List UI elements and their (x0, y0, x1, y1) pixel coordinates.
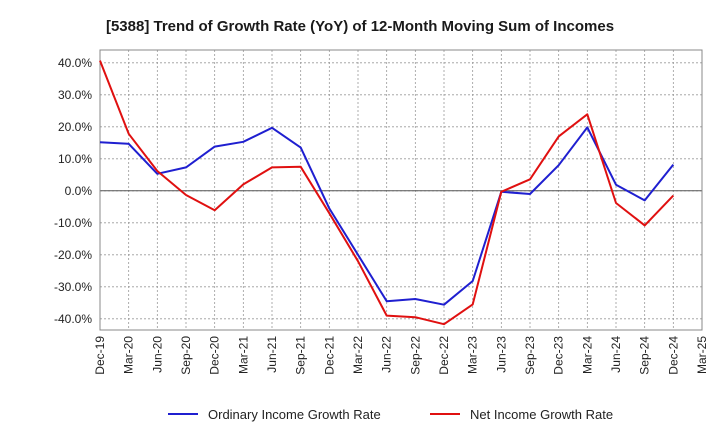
x-tick-label: Dec-19 (93, 336, 107, 375)
y-tick-label: 10.0% (58, 152, 92, 166)
x-tick-label: Sep-22 (408, 336, 422, 375)
y-tick-label: 0.0% (65, 184, 93, 198)
x-tick-label: Mar-24 (580, 336, 594, 374)
x-tick-label: Jun-24 (609, 336, 623, 373)
series-line-1 (99, 126, 675, 306)
x-tick-label: Dec-24 (666, 336, 680, 375)
x-tick-label: Sep-21 (294, 336, 308, 375)
y-axis: 40.0% 30.0% 20.0% 10.0% 0.0% -10.0% -20.0% -30.… (54, 56, 92, 326)
series-group (99, 60, 675, 326)
legend-label: Ordinary Income Growth Rate (208, 407, 381, 422)
x-tick-label: Jun-21 (265, 336, 279, 373)
legend-label: Net Income Growth Rate (470, 407, 613, 422)
x-tick-label: Jun-20 (150, 336, 164, 373)
x-tick-label: Sep-20 (179, 336, 193, 375)
grid (99, 50, 703, 330)
x-tick-label: Jun-23 (494, 336, 508, 373)
x-tick-label: Sep-23 (523, 336, 537, 375)
x-tick-label: Mar-22 (351, 336, 365, 374)
x-axis: Dec-19 Mar-20 Jun-20 Sep-20 Dec-20 Mar-21 Jun-… (93, 336, 709, 375)
y-tick-label: -10.0% (54, 216, 92, 230)
x-tick-label: Dec-22 (437, 336, 451, 375)
y-tick-label: -40.0% (54, 312, 92, 326)
x-tick-label: Mar-25 (695, 336, 709, 374)
x-tick-label: Dec-23 (552, 336, 566, 375)
y-tick-label: 30.0% (58, 88, 92, 102)
y-tick-label: 20.0% (58, 120, 92, 134)
x-tick-label: Dec-20 (208, 336, 222, 375)
series-line-2 (99, 60, 675, 326)
chart-title: [5388] Trend of Growth Rate (YoY) of 12-… (106, 18, 614, 35)
y-tick-label: 40.0% (58, 56, 92, 70)
x-tick-label: Jun-22 (380, 336, 394, 373)
legend: Ordinary Income Growth Rate Net Income Gr… (168, 407, 613, 422)
plot-area (99, 49, 703, 331)
x-tick-label: Mar-23 (466, 336, 480, 374)
y-tick-label: -20.0% (54, 248, 92, 262)
x-tick-label: Dec-21 (322, 336, 336, 375)
x-tick-label: Sep-24 (638, 336, 652, 375)
y-tick-label: -30.0% (54, 280, 92, 294)
x-tick-label: Mar-21 (236, 336, 250, 374)
x-tick-label: Mar-20 (122, 336, 136, 374)
